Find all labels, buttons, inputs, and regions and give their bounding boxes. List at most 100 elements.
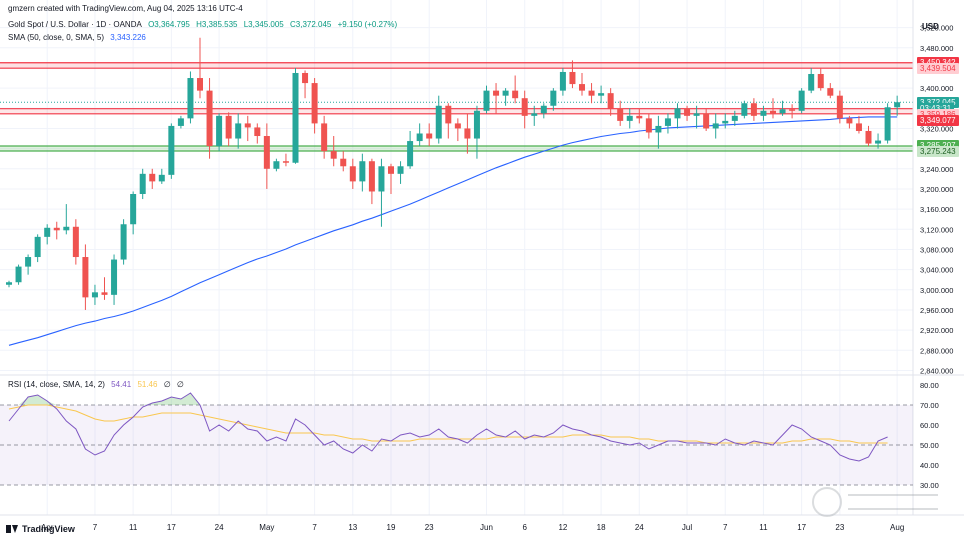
time-tick-label: 6 bbox=[522, 523, 527, 532]
candle-body bbox=[817, 73, 824, 89]
candle bbox=[416, 123, 423, 147]
candle bbox=[588, 83, 595, 104]
candle bbox=[741, 100, 748, 119]
candle bbox=[25, 254, 32, 275]
candlestick-series[interactable] bbox=[6, 37, 901, 310]
candle bbox=[349, 158, 356, 189]
time-tick-label: May bbox=[259, 523, 274, 532]
candle bbox=[569, 60, 576, 89]
candle-body bbox=[645, 118, 652, 133]
candle bbox=[684, 105, 691, 121]
candle-body bbox=[359, 161, 366, 182]
candle-body bbox=[722, 120, 729, 124]
currency-label[interactable]: USD bbox=[922, 22, 939, 31]
candle-body bbox=[579, 84, 585, 91]
candle bbox=[454, 118, 461, 142]
candle bbox=[225, 112, 232, 147]
candle-body bbox=[349, 166, 356, 182]
time-axis[interactable]: Apr 7 11 17 24 May 7 13 19 23 Jun 6 12 18 24 Jul 7 11 17 23… bbox=[0, 514, 964, 532]
candle bbox=[674, 103, 681, 129]
candle bbox=[445, 103, 452, 139]
candle-body bbox=[655, 125, 662, 133]
candle bbox=[158, 168, 165, 184]
candle bbox=[750, 98, 757, 121]
candle bbox=[235, 113, 242, 149]
rsi-tick-label: 60.00 bbox=[920, 421, 939, 430]
time-tick-label: 23 bbox=[425, 523, 434, 532]
candle bbox=[731, 110, 738, 126]
candle-body bbox=[894, 102, 901, 108]
price-axis[interactable]: 3,520.0003,480.0003,440.0003,400.0003,36… bbox=[912, 0, 953, 515]
price-tick-label: 3,520.000 bbox=[920, 24, 953, 33]
candle bbox=[808, 67, 815, 94]
candle-body bbox=[130, 194, 137, 225]
time-tick-label: 7 bbox=[312, 523, 317, 532]
candle-body bbox=[225, 115, 232, 139]
candle bbox=[617, 100, 624, 126]
candle bbox=[598, 85, 605, 104]
candle-body bbox=[244, 123, 251, 128]
candle bbox=[15, 264, 22, 285]
ohlc-low: L3,345.005 bbox=[243, 20, 284, 29]
candle bbox=[177, 115, 184, 129]
candle bbox=[120, 219, 127, 265]
price-tick-label: 3,120.000 bbox=[920, 225, 953, 234]
time-tick-label: Jul bbox=[682, 523, 692, 532]
price-badge: 3,275.243 bbox=[917, 146, 959, 158]
price-tick-label: 3,320.000 bbox=[920, 124, 953, 133]
candle-body bbox=[798, 90, 805, 111]
candle bbox=[521, 90, 528, 129]
candle bbox=[579, 72, 585, 96]
tradingview-logo[interactable]: TradingView bbox=[6, 524, 75, 534]
candle-body bbox=[770, 110, 776, 114]
price-zones bbox=[0, 62, 913, 152]
rsi-empty-1: ∅ bbox=[163, 380, 171, 389]
candle-body bbox=[588, 90, 595, 96]
candle-body bbox=[168, 125, 175, 175]
candle bbox=[607, 88, 614, 116]
candle bbox=[693, 105, 700, 129]
candle-body bbox=[502, 90, 509, 96]
candle-body bbox=[139, 173, 146, 194]
symbol-name: Gold Spot / U.S. Dollar · 1D · OANDA bbox=[8, 20, 142, 29]
rsi-tick-label: 70.00 bbox=[920, 401, 939, 410]
watermark-mark bbox=[848, 494, 938, 510]
candle bbox=[855, 115, 862, 134]
candle bbox=[244, 115, 251, 142]
candle-body bbox=[808, 73, 815, 91]
time-tick-label: Apr bbox=[41, 523, 54, 532]
candle-body bbox=[789, 109, 796, 111]
candle-body bbox=[149, 173, 156, 182]
candle bbox=[502, 88, 509, 106]
sma-line-layer bbox=[8, 116, 898, 346]
candle bbox=[789, 104, 796, 119]
candle bbox=[397, 161, 404, 184]
candle bbox=[645, 113, 652, 139]
time-tick-label: 24 bbox=[635, 523, 644, 532]
candle-body bbox=[493, 90, 500, 96]
sma-legend[interactable]: SMA (50, close, 0, SMA, 5) 3,343.226 bbox=[8, 33, 150, 42]
price-tick-label: 3,000.000 bbox=[920, 286, 953, 295]
time-tick-label: 11 bbox=[759, 523, 768, 532]
candle-body bbox=[712, 123, 719, 129]
price-tick-label: 3,200.000 bbox=[920, 185, 953, 194]
sma-value: 3,343.226 bbox=[110, 33, 146, 42]
symbol-legend[interactable]: Gold Spot / U.S. Dollar · 1D · OANDA O3,… bbox=[8, 20, 401, 29]
rsi-legend[interactable]: RSI (14, close, SMA, 14, 2) 54.41 51.46 … bbox=[8, 380, 188, 389]
candle-body bbox=[521, 98, 528, 116]
candle-body bbox=[273, 161, 280, 169]
sma-50-line bbox=[8, 116, 898, 346]
candle-body bbox=[626, 115, 633, 121]
candle bbox=[149, 168, 156, 189]
candle bbox=[63, 204, 70, 235]
candle bbox=[703, 108, 710, 131]
candle bbox=[321, 115, 328, 159]
candle bbox=[34, 234, 41, 263]
time-tick-label: 13 bbox=[348, 523, 357, 532]
candle-body bbox=[540, 105, 547, 114]
candle-body bbox=[684, 108, 691, 116]
price-tick-label: 3,040.000 bbox=[920, 266, 953, 275]
price-badge: 3,439.504 bbox=[917, 62, 959, 74]
candle bbox=[559, 67, 566, 96]
rsi-empty-2: ∅ bbox=[176, 380, 184, 389]
